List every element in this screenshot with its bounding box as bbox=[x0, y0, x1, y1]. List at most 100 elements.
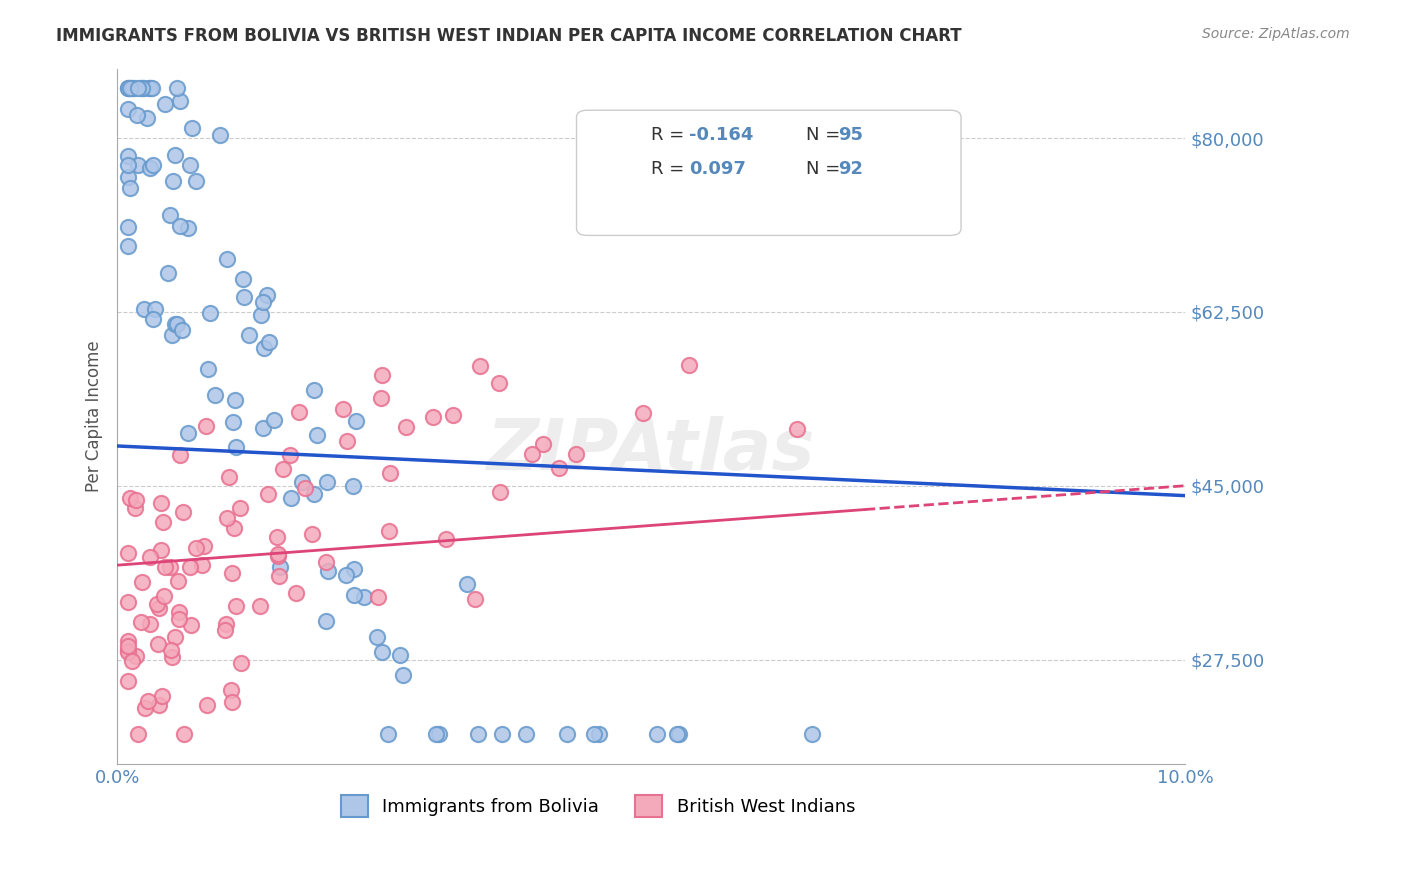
Point bbox=[166, 574, 188, 588]
Point bbox=[215, 616, 238, 631]
Point bbox=[149, 496, 172, 510]
Point bbox=[252, 421, 274, 435]
Text: N =: N = bbox=[806, 126, 846, 144]
Point bbox=[117, 643, 139, 657]
Point bbox=[125, 648, 148, 663]
Point bbox=[117, 169, 139, 184]
Point bbox=[180, 618, 202, 632]
Point bbox=[160, 642, 183, 657]
Point bbox=[302, 486, 325, 500]
Point bbox=[148, 698, 170, 712]
Point bbox=[166, 317, 188, 331]
Text: R =: R = bbox=[651, 126, 690, 144]
Point bbox=[263, 413, 285, 427]
Point bbox=[342, 479, 364, 493]
Point bbox=[395, 420, 418, 434]
Point bbox=[280, 491, 302, 505]
Point bbox=[208, 128, 231, 143]
Point bbox=[467, 727, 489, 741]
Point bbox=[150, 689, 173, 703]
Point bbox=[134, 81, 156, 95]
Point bbox=[315, 556, 337, 570]
Point bbox=[153, 97, 176, 112]
Point bbox=[138, 81, 160, 95]
Point bbox=[565, 447, 588, 461]
Point bbox=[238, 327, 260, 342]
Point bbox=[343, 562, 366, 576]
Point bbox=[142, 311, 165, 326]
Point bbox=[219, 682, 242, 697]
Point bbox=[284, 586, 307, 600]
Point bbox=[468, 359, 491, 373]
Point bbox=[370, 391, 392, 405]
Point bbox=[127, 81, 149, 95]
Point bbox=[456, 577, 478, 591]
Point bbox=[117, 81, 139, 95]
Point bbox=[150, 543, 173, 558]
Point bbox=[555, 727, 578, 741]
Point bbox=[367, 590, 389, 604]
Point bbox=[214, 623, 236, 637]
Point bbox=[425, 727, 447, 741]
Point bbox=[170, 323, 193, 337]
Point bbox=[225, 599, 247, 614]
Point bbox=[159, 559, 181, 574]
Point bbox=[134, 700, 156, 714]
Point bbox=[152, 589, 174, 603]
Point bbox=[380, 466, 402, 480]
Text: N =: N = bbox=[806, 161, 846, 178]
Point bbox=[198, 306, 221, 320]
Point bbox=[271, 461, 294, 475]
Point bbox=[127, 158, 149, 172]
Point bbox=[316, 565, 339, 579]
Y-axis label: Per Capita Income: Per Capita Income bbox=[86, 341, 103, 492]
Point bbox=[118, 491, 141, 505]
Point bbox=[117, 239, 139, 253]
Point bbox=[252, 295, 274, 310]
Point bbox=[179, 560, 201, 574]
Point bbox=[197, 362, 219, 376]
Point bbox=[117, 645, 139, 659]
Point bbox=[267, 547, 290, 561]
Point bbox=[145, 301, 167, 316]
Point bbox=[392, 668, 415, 682]
Point bbox=[127, 727, 149, 741]
Point bbox=[434, 532, 457, 546]
Point bbox=[287, 405, 309, 419]
Point bbox=[665, 727, 688, 741]
Point bbox=[125, 492, 148, 507]
Point bbox=[344, 414, 367, 428]
FancyBboxPatch shape bbox=[576, 111, 962, 235]
Point bbox=[257, 335, 280, 350]
Point bbox=[335, 567, 357, 582]
Point bbox=[159, 208, 181, 222]
Point bbox=[169, 219, 191, 233]
Point bbox=[195, 698, 218, 713]
Point bbox=[304, 384, 326, 398]
Point bbox=[315, 614, 337, 628]
Point bbox=[136, 111, 159, 125]
Point bbox=[250, 309, 273, 323]
Point bbox=[131, 574, 153, 589]
Point bbox=[129, 81, 152, 95]
Point bbox=[588, 727, 610, 741]
Point bbox=[217, 510, 239, 524]
Point bbox=[377, 727, 399, 741]
Point bbox=[388, 648, 411, 662]
Point bbox=[152, 515, 174, 529]
Point bbox=[179, 159, 201, 173]
Point bbox=[167, 612, 190, 626]
Point bbox=[177, 221, 200, 235]
Point bbox=[221, 695, 243, 709]
Text: 92: 92 bbox=[838, 161, 863, 178]
Point bbox=[139, 549, 162, 564]
Point bbox=[222, 415, 245, 429]
Text: -0.164: -0.164 bbox=[689, 126, 754, 144]
Point bbox=[267, 549, 290, 564]
Point bbox=[249, 599, 271, 613]
Point bbox=[800, 727, 823, 741]
Point bbox=[117, 634, 139, 648]
Point bbox=[315, 475, 337, 489]
Text: R =: R = bbox=[651, 161, 690, 178]
Point bbox=[218, 470, 240, 484]
